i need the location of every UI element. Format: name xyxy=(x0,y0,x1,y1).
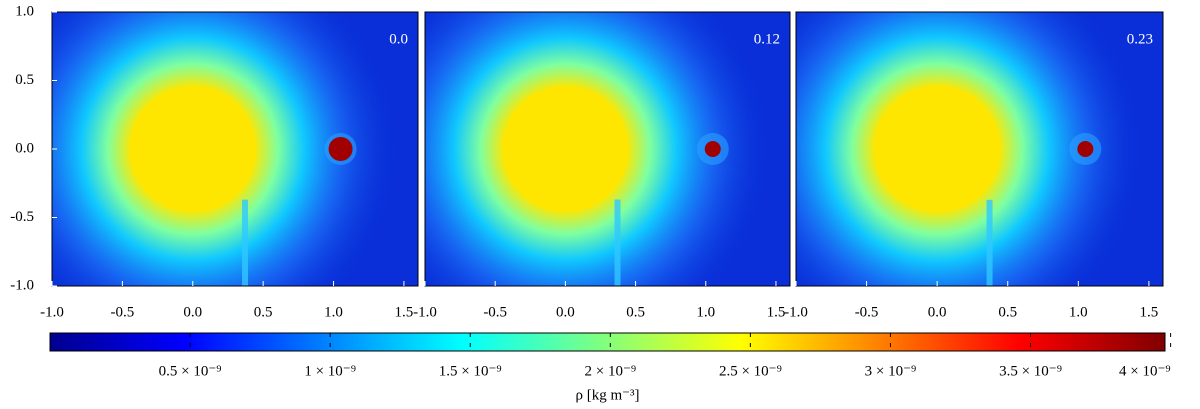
y-tick-label: 0.0 xyxy=(15,140,34,156)
frame xyxy=(424,11,791,287)
colorbar-tick-label: 0.5 × 10⁻⁹ xyxy=(159,363,222,379)
panel-annotation: 0.23 xyxy=(1127,31,1153,47)
star xyxy=(502,85,629,213)
panel-annotation: 0.12 xyxy=(754,31,780,47)
x-tick-label: 0.0 xyxy=(183,304,202,320)
y-tick-label: 1.0 xyxy=(15,3,34,19)
blob xyxy=(704,141,721,157)
colorbar-tick-label: 3.5 × 10⁻⁹ xyxy=(999,363,1062,379)
colorbar-tick-label: 3 × 10⁻⁹ xyxy=(865,363,917,379)
x-tick-label: 0.5 xyxy=(998,304,1017,320)
x-tick-label: 0.5 xyxy=(626,304,645,320)
x-tick-label: 0.5 xyxy=(254,304,273,320)
colorbar-tick-label: 2.5 × 10⁻⁹ xyxy=(719,363,782,379)
x-tick-label: 1.5 xyxy=(1140,304,1159,320)
colorbar-tick-label: 4 × 10⁻⁹ xyxy=(1119,363,1171,379)
stream xyxy=(986,199,993,286)
colorbar-label: ρ [kg m⁻³] xyxy=(575,387,639,403)
panel xyxy=(425,12,790,286)
x-tick-label: 0.0 xyxy=(556,304,575,320)
y-tick-label: -0.5 xyxy=(10,209,34,225)
panel-annotation: 0.0 xyxy=(389,31,408,47)
blob xyxy=(1077,141,1094,157)
colorbar-tick-label: 2 × 10⁻⁹ xyxy=(584,363,636,379)
x-tick-label: 0.0 xyxy=(928,304,947,320)
frame xyxy=(795,11,1164,287)
x-tick-label: -0.5 xyxy=(483,304,507,320)
x-tick-label: 1.5 xyxy=(767,304,786,320)
x-tick-label: -1.0 xyxy=(413,304,437,320)
x-tick-label: -0.5 xyxy=(855,304,879,320)
x-tick-label: -0.5 xyxy=(111,304,135,320)
colorbar-tick-label: 1.5 × 10⁻⁹ xyxy=(439,363,502,379)
star xyxy=(129,85,257,213)
stream xyxy=(242,199,249,286)
panel xyxy=(796,12,1163,286)
x-tick-label: 1.0 xyxy=(324,304,343,320)
x-tick-label: 1.0 xyxy=(1069,304,1088,320)
stream xyxy=(614,199,621,286)
panel xyxy=(52,12,418,286)
x-tick-label: -1.0 xyxy=(40,304,64,320)
blob xyxy=(328,137,353,161)
colorbar-tick-label: 1 × 10⁻⁹ xyxy=(304,363,356,379)
star xyxy=(873,85,1001,213)
x-tick-label: 1.5 xyxy=(395,304,414,320)
colorbar xyxy=(49,332,1166,352)
y-tick-label: 0.5 xyxy=(15,72,34,88)
y-tick-label: -1.0 xyxy=(10,277,34,293)
x-tick-label: 1.0 xyxy=(696,304,715,320)
x-tick-label: -1.0 xyxy=(784,304,808,320)
